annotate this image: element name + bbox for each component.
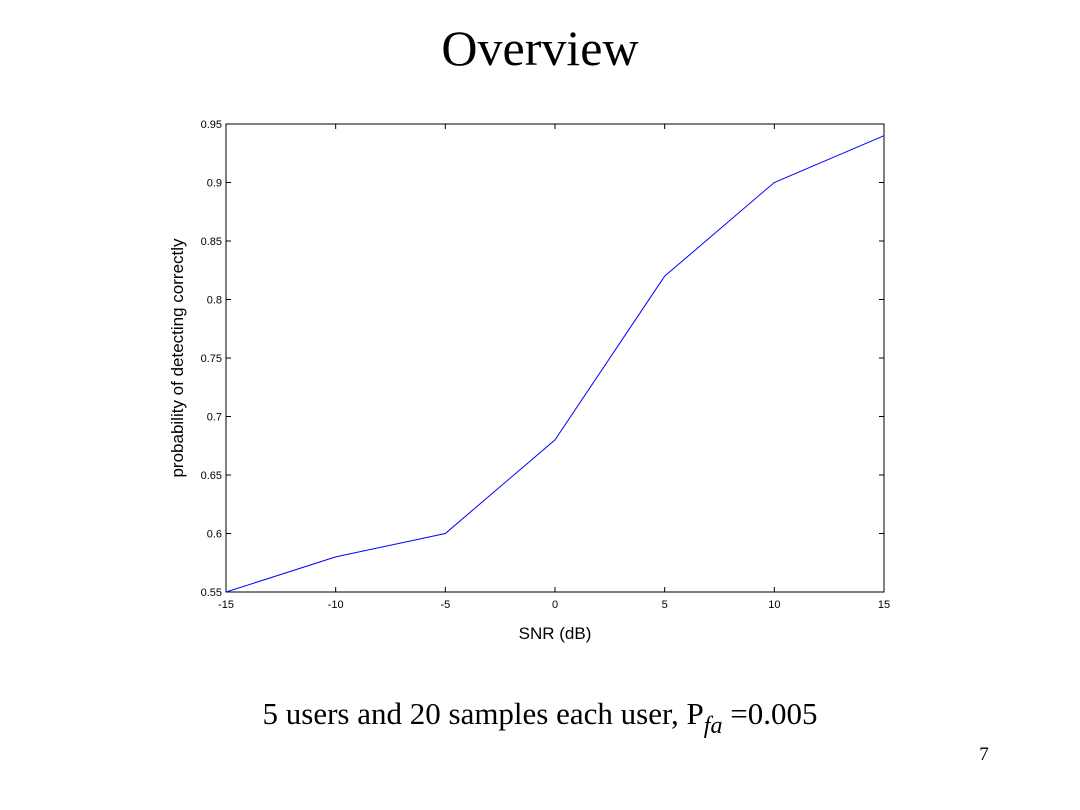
tick-labels: -15 -10 -5 0 5 10 15 0.55 0.6 0.65 0.7 0.75 0.8 0.85 0… (201, 119, 891, 611)
y-tick-label: 0.95 (201, 119, 222, 131)
y-tick-label: 0.75 (201, 353, 222, 365)
y-tick-label: 0.55 (201, 587, 222, 599)
x-tick-label: 15 (878, 599, 890, 611)
y-tick-label: 0.85 (201, 236, 222, 248)
x-tick-label: -15 (218, 599, 234, 611)
caption-prefix: 5 users and 20 samples each user, P (262, 696, 704, 731)
y-tick-label: 0.7 (207, 412, 222, 424)
x-tick-label: 10 (768, 599, 780, 611)
y-tick-label: 0.8 (207, 295, 222, 307)
slide-title: Overview (441, 20, 639, 76)
caption-subscript: fa (703, 713, 723, 739)
caption: 5 users and 20 samples each user, Pfa =0… (0, 694, 1080, 738)
y-tick-label: 0.65 (201, 470, 222, 482)
y-tick-label: 0.6 (207, 529, 222, 541)
x-tick-label: 5 (662, 599, 668, 611)
series-line (225, 135, 885, 593)
caption-suffix: =0.005 (722, 696, 818, 731)
plot-area (225, 123, 885, 593)
x-tick-label: 0 (552, 599, 558, 611)
axis-ticks (225, 123, 885, 593)
x-axis-label: SNR (dB) (519, 624, 592, 643)
x-tick-label: -10 (328, 599, 344, 611)
page-number: 7 (979, 744, 989, 765)
y-axis-label: probability of detecting correctly (168, 238, 187, 478)
x-tick-label: -5 (440, 599, 450, 611)
y-tick-label: 0.9 (207, 178, 222, 190)
